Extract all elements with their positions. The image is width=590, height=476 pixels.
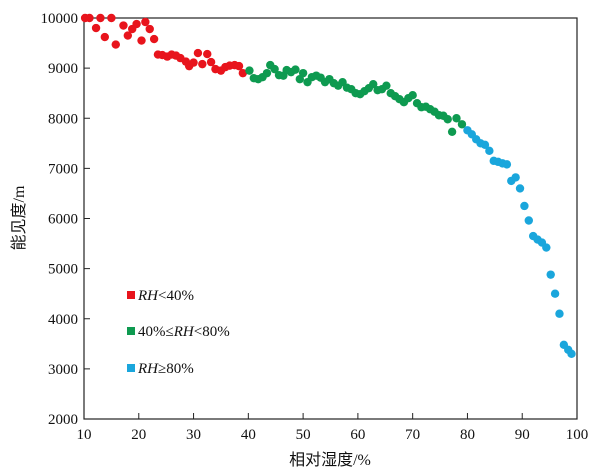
data-point [100, 32, 110, 42]
series-0-points [80, 13, 248, 78]
data-point [141, 17, 150, 27]
data-point [457, 120, 467, 129]
legend-label-part: <80% [194, 324, 230, 340]
data-point [555, 309, 564, 318]
x-tick-label: 70 [405, 427, 420, 443]
data-point [96, 13, 105, 23]
y-tick-label: 10000 [41, 11, 79, 27]
legend-swatch [127, 291, 135, 299]
data-point [262, 68, 272, 78]
x-tick-label: 60 [350, 427, 365, 443]
data-point [515, 184, 525, 193]
x-tick-label: 40 [241, 427, 256, 443]
data-point [123, 31, 133, 40]
series-1-points [245, 60, 467, 136]
y-tick-label: 9000 [48, 61, 78, 77]
x-tick-label: 80 [460, 427, 475, 443]
data-points [80, 13, 576, 359]
legend-item-2: RH≥80% [127, 361, 194, 377]
legend: RH<40%40%≤RH<80%RH≥80% [127, 288, 230, 377]
legend-label-part: RH [137, 361, 159, 377]
legend-label: 40%≤RH<80% [138, 324, 230, 340]
x-axis: 10 20 30 40 50 60 70 80 90 100 [77, 413, 589, 443]
data-point [149, 34, 159, 44]
legend-swatch [127, 327, 135, 335]
data-point [91, 23, 101, 33]
legend-label-part: 40%≤ [138, 324, 174, 340]
x-tick-label: 20 [131, 427, 146, 443]
legend-item-1: 40%≤RH<80% [127, 324, 230, 340]
data-point [520, 201, 529, 211]
data-point [452, 114, 461, 123]
data-point [567, 349, 576, 359]
data-point [270, 64, 279, 74]
x-tick-label: 50 [296, 427, 311, 443]
y-axis: 2000 3000 4000 5000 6000 7000 8000 9000 10000 [41, 11, 90, 428]
data-point [238, 68, 248, 78]
data-point [137, 36, 146, 45]
data-point [485, 146, 494, 156]
legend-label-part: <40% [158, 288, 194, 304]
y-tick-label: 6000 [48, 212, 78, 228]
data-point [119, 21, 128, 30]
legend-label-part: RH [137, 288, 159, 304]
legend-swatch [127, 364, 135, 372]
legend-label: RH≥80% [137, 361, 194, 377]
data-point [203, 49, 212, 59]
data-point [546, 270, 555, 279]
series-2-points [463, 126, 576, 359]
data-point [111, 40, 120, 49]
data-point [443, 115, 452, 124]
data-point [511, 173, 520, 182]
data-point [245, 66, 254, 75]
data-point [298, 68, 308, 78]
y-tick-label: 8000 [48, 111, 78, 127]
data-point [291, 65, 300, 74]
x-tick-label: 10 [77, 427, 92, 443]
data-point [132, 19, 141, 29]
data-point [193, 48, 203, 58]
data-point [480, 140, 490, 150]
x-tick-label: 90 [515, 427, 530, 443]
y-tick-label: 7000 [48, 161, 78, 177]
y-axis-title: 能见度/m [10, 185, 28, 250]
data-point [189, 58, 198, 67]
data-point [206, 57, 216, 67]
legend-label-part: ≥80% [158, 361, 194, 377]
y-tick-label: 4000 [48, 312, 78, 328]
legend-label-part: RH [173, 324, 195, 340]
y-tick-label: 2000 [48, 412, 78, 428]
data-point [524, 216, 533, 225]
data-point [369, 79, 378, 89]
data-point [447, 127, 457, 136]
data-point [107, 13, 116, 23]
data-point [550, 289, 560, 298]
x-tick-label: 100 [566, 427, 589, 443]
data-point [85, 13, 94, 23]
data-point [382, 81, 391, 90]
data-point [502, 160, 512, 169]
x-axis-title: 相对湿度/% [289, 451, 371, 469]
data-point [145, 24, 154, 34]
data-point [408, 90, 417, 100]
legend-label: RH<40% [137, 288, 194, 304]
y-tick-label: 3000 [48, 362, 78, 378]
data-point [198, 59, 207, 69]
data-point [542, 243, 551, 252]
legend-item-0: RH<40% [127, 288, 194, 304]
y-tick-label: 5000 [48, 262, 78, 278]
x-tick-label: 30 [186, 427, 201, 443]
data-point [234, 61, 244, 71]
